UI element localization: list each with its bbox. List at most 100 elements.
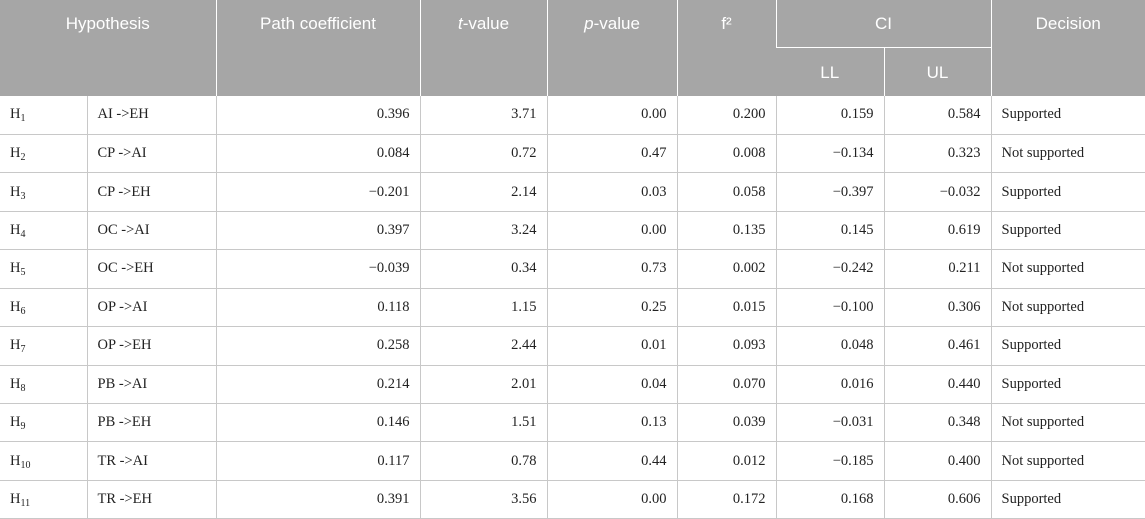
cell-ci-ll: 0.016: [775, 365, 885, 405]
cell-ci-ul: 0.606: [883, 480, 992, 519]
cell-t-value: 0.72: [419, 134, 548, 174]
header-decision: Decision: [990, 0, 1145, 96]
cell-path: OP ->EH: [86, 326, 217, 366]
cell-path-coefficient: 0.117: [215, 441, 421, 481]
cell-ci-ul: 0.348: [883, 403, 992, 443]
cell-path: TR ->EH: [86, 480, 217, 519]
cell-t-value: 3.24: [419, 211, 548, 251]
hypothesis-number: 10: [20, 459, 31, 471]
cell-f-squared: 0.172: [676, 480, 777, 519]
cell-hypothesis-id: H11: [0, 480, 87, 519]
header-ci: CI: [775, 0, 992, 47]
header-ul: UL: [883, 46, 992, 96]
cell-p-value: 0.00: [546, 211, 678, 251]
cell-hypothesis-id: H3: [0, 172, 87, 212]
hypothesis-letter: H: [10, 106, 21, 123]
cell-t-value: 0.78: [419, 441, 548, 481]
cell-path-coefficient: 0.396: [215, 96, 421, 135]
cell-f-squared: 0.093: [676, 326, 777, 366]
cell-f-squared: 0.135: [676, 211, 777, 251]
header-t-value-suffix: -value: [462, 14, 510, 33]
cell-decision: Not supported: [990, 403, 1145, 443]
cell-path-coefficient: 0.118: [215, 288, 421, 328]
cell-p-value: 0.47: [546, 134, 678, 174]
hypothesis-letter: H: [10, 222, 21, 239]
cell-decision: Supported: [990, 480, 1145, 519]
cell-decision: Supported: [990, 211, 1145, 251]
cell-f-squared: 0.200: [676, 96, 777, 135]
cell-path: TR ->AI: [86, 441, 217, 481]
cell-path-coefficient: 0.391: [215, 480, 421, 519]
cell-path-coefficient: 0.214: [215, 365, 421, 405]
cell-path: CP ->AI: [86, 134, 217, 174]
cell-ci-ul: −0.032: [883, 172, 992, 212]
hypothesis-number: 4: [20, 229, 26, 241]
cell-path: OP ->AI: [86, 288, 217, 328]
cell-ci-ll: −0.134: [775, 134, 885, 174]
header-ll: LL: [776, 46, 885, 96]
hypothesis-letter: H: [10, 491, 21, 508]
cell-p-value: 0.13: [546, 403, 678, 443]
cell-t-value: 1.51: [419, 403, 548, 443]
cell-ci-ll: 0.159: [775, 96, 885, 135]
cell-f-squared: 0.008: [676, 134, 777, 174]
cell-path: CP ->EH: [86, 172, 217, 212]
header-p-value: p-value: [546, 0, 678, 96]
cell-f-squared: 0.039: [676, 403, 777, 443]
cell-t-value: 3.71: [419, 96, 548, 135]
cell-p-value: 0.00: [546, 480, 678, 519]
hypothesis-number: 5: [20, 267, 26, 279]
cell-f-squared: 0.012: [676, 441, 777, 481]
cell-ci-ll: −0.185: [775, 441, 885, 481]
hypothesis-number: 1: [20, 113, 26, 125]
table-row: H2 CP ->AI 0.084 0.72 0.47 0.008 −0.134 0.323 No…: [0, 134, 1145, 174]
table-row: H7 OP ->EH 0.258 2.44 0.01 0.093 0.048 0.461 Sup…: [0, 326, 1145, 366]
table-row: H10 TR ->AI 0.117 0.78 0.44 0.012 −0.185 0.400 N…: [0, 441, 1145, 481]
cell-hypothesis-id: H6: [0, 288, 87, 328]
cell-f-squared: 0.058: [676, 172, 777, 212]
cell-ci-ul: 0.400: [883, 441, 992, 481]
cell-ci-ll: 0.145: [775, 211, 885, 251]
cell-ci-ll: −0.242: [775, 249, 885, 289]
cell-decision: Not supported: [990, 288, 1145, 328]
cell-path: OC ->EH: [86, 249, 217, 289]
cell-t-value: 2.01: [419, 365, 548, 405]
header-p-value-suffix: -value: [593, 14, 640, 33]
cell-t-value: 1.15: [419, 288, 548, 328]
table-row: H4 OC ->AI 0.397 3.24 0.00 0.135 0.145 0.619 Sup…: [0, 211, 1145, 251]
cell-p-value: 0.03: [546, 172, 678, 212]
table-row: H9 PB ->EH 0.146 1.51 0.13 0.039 −0.031 0.348 No…: [0, 403, 1145, 443]
cell-hypothesis-id: H7: [0, 326, 87, 366]
cell-decision: Supported: [990, 96, 1145, 135]
cell-ci-ul: 0.461: [883, 326, 992, 366]
header-t-value-prefix: t: [457, 14, 463, 33]
cell-p-value: 0.73: [546, 249, 678, 289]
table-row: H5 OC ->EH −0.039 0.34 0.73 0.002 −0.242 0.211 N…: [0, 249, 1145, 289]
cell-ci-ll: −0.397: [775, 172, 885, 212]
cell-f-squared: 0.070: [676, 365, 777, 405]
cell-f-squared: 0.002: [676, 249, 777, 289]
cell-path-coefficient: −0.201: [215, 172, 421, 212]
table-row: H11 TR ->EH 0.391 3.56 0.00 0.172 0.168 0.606 Su…: [0, 480, 1145, 519]
hypothesis-number: 8: [20, 382, 26, 394]
hypothesis-number: 11: [20, 498, 31, 510]
cell-path-coefficient: −0.039: [215, 249, 421, 289]
cell-ci-ul: 0.619: [883, 211, 992, 251]
cell-t-value: 2.44: [419, 326, 548, 366]
hypothesis-letter: H: [10, 414, 21, 431]
hypothesis-letter: H: [10, 183, 21, 200]
cell-t-value: 2.14: [419, 172, 548, 212]
hypothesis-number: 2: [20, 152, 26, 164]
cell-p-value: 0.25: [546, 288, 678, 328]
cell-path: AI ->EH: [86, 96, 217, 135]
cell-p-value: 0.01: [546, 326, 678, 366]
cell-ci-ll: 0.168: [775, 480, 885, 519]
cell-t-value: 3.56: [419, 480, 548, 519]
hypothesis-letter: H: [10, 145, 21, 162]
header-f-squared: f²: [676, 0, 777, 96]
cell-ci-ll: −0.031: [775, 403, 885, 443]
table-row: H1 AI ->EH 0.396 3.71 0.00 0.200 0.159 0.584 Sup…: [0, 96, 1145, 135]
cell-p-value: 0.00: [546, 96, 678, 135]
table-row: H3 CP ->EH −0.201 2.14 0.03 0.058 −0.397 −0.032…: [0, 172, 1145, 212]
